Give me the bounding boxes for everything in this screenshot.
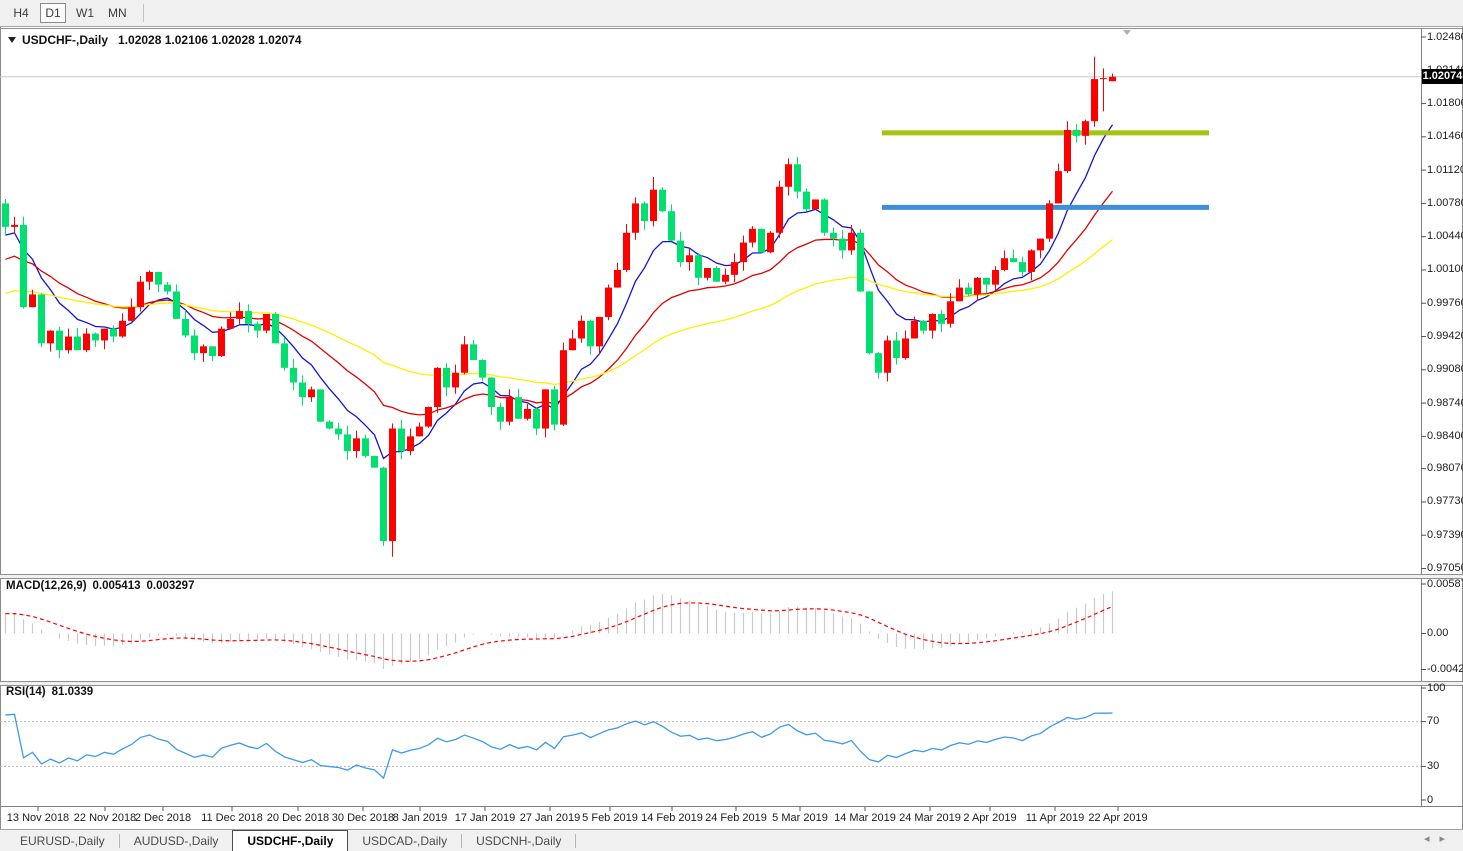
symbol-label: USDCHF-,Daily (22, 33, 109, 47)
time-axis-label: 24 Mar 2019 (899, 812, 961, 824)
time-axis-label: 20 Dec 2018 (266, 812, 330, 824)
price-axis-label: 1.02480 (1427, 30, 1463, 43)
macd-panel-label: MACD(12,26,9) 0.005413 0.003297 (6, 580, 200, 592)
macd-signal-line (5, 602, 1113, 662)
tab-usdcnh[interactable]: USDCNH-,Daily (476, 833, 562, 848)
tab-scroll-left-icon[interactable]: ◂ (1423, 833, 1440, 845)
macd-axis-label: 0.00 (1427, 627, 1449, 639)
price-axis-label: 1.01460 (1427, 130, 1463, 143)
tab-divider (575, 833, 577, 848)
rsi-axis-label: 0 (1427, 793, 1434, 806)
moving-average-slow (5, 239, 1113, 386)
tab-scroll-right-icon[interactable]: ▸ (1439, 833, 1455, 845)
moving-average-mid (5, 190, 1114, 416)
time-axis-label: 22 Nov 2018 (73, 812, 137, 824)
price-axis-label: 1.01120 (1427, 163, 1463, 176)
time-axis-label: 30 Dec 2018 (331, 812, 395, 824)
rsi-axis-label: 30 (1427, 759, 1440, 772)
price-axis-label: 0.97390 (1427, 528, 1463, 541)
price-axis-label: 1.00100 (1427, 263, 1463, 276)
macd-axis-label: -0.004238 (1427, 663, 1463, 675)
time-axis-label: 13 Nov 2018 (6, 812, 70, 824)
chart-collapse-arrow-icon[interactable] (8, 37, 16, 43)
macd-panel-splitter[interactable] (0, 574, 1463, 579)
price-axis-label: 0.97050 (1427, 562, 1463, 574)
time-axis-label: 22 Apr 2019 (1088, 812, 1148, 824)
moving-average-fast (5, 124, 1114, 460)
time-axis-label: 2 Apr 2019 (963, 812, 1017, 824)
chart-top-border (0, 28, 1463, 29)
period-button-d1[interactable]: D1 (40, 3, 66, 23)
chart-title: USDCHF-,Daily 1.02028 1.02106 1.02028 1.0… (22, 33, 302, 47)
period-button-mn[interactable]: MN (108, 6, 127, 20)
time-axis-label: 14 Feb 2019 (641, 812, 703, 824)
price-axis-label: 1.01800 (1427, 97, 1463, 110)
current-price-tag: 1.02074 (1422, 69, 1463, 85)
rsi-panel-splitter[interactable] (0, 681, 1463, 686)
rsi-value: 81.0339 (51, 686, 94, 698)
macd-panel[interactable] (4, 591, 1114, 669)
time-axis-label: 8 Jan 2019 (392, 812, 448, 824)
tab-divider (461, 833, 463, 848)
price-axis-label: 0.98740 (1427, 396, 1463, 409)
macd-axis-label: 0.005873 (1427, 577, 1463, 590)
time-axis-label: 14 Mar 2019 (834, 812, 896, 824)
tabbar-separator (0, 829, 1463, 830)
tab-eurusd[interactable]: EURUSD-,Daily (20, 833, 105, 848)
symbol-tabbar: EURUSD-,Daily AUDUSD-,Daily USDCHF-,Dail… (0, 830, 1463, 851)
candlestick-series (2, 56, 1116, 557)
macd-signal-value: 0.003297 (146, 580, 195, 592)
price-axis-label: 0.98070 (1427, 462, 1463, 475)
price-axis-label: 0.99760 (1427, 296, 1463, 309)
macd-main-value: 0.005413 (92, 580, 141, 592)
time-axis-label: 11 Dec 2018 (201, 812, 263, 824)
toolbar-separator (142, 4, 144, 22)
tab-divider (118, 833, 120, 848)
tab-audusd[interactable]: AUDUSD-,Daily (133, 833, 219, 848)
price-axis-label: 0.99420 (1427, 330, 1463, 343)
price-axis-label: 0.98400 (1427, 429, 1463, 442)
time-axis-label: 17 Jan 2019 (454, 812, 516, 824)
tab-usdcad[interactable]: USDCAD-,Daily (362, 833, 448, 848)
ohlc-values: 1.02028 1.02106 1.02028 1.02074 (118, 33, 302, 47)
time-axis-label: 5 Feb 2019 (582, 812, 638, 824)
period-button-h4[interactable]: H4 (13, 6, 29, 20)
price-axis-label: 1.00780 (1427, 196, 1463, 209)
time-axis-label: 27 Jan 2019 (519, 812, 581, 824)
rsi-line (5, 712, 1113, 780)
rsi-panel[interactable] (0, 712, 1421, 780)
time-axis-label: 5 Mar 2019 (772, 812, 828, 824)
time-axis-label: 24 Feb 2019 (705, 812, 767, 824)
period-toolbar: H4 D1 W1 MN (0, 0, 1463, 27)
macd-name: MACD(12,26,9) (6, 580, 87, 592)
price-axis-label: 0.97730 (1427, 495, 1463, 508)
rsi-axis-label: 70 (1427, 715, 1440, 728)
axes (37, 28, 1426, 811)
main-chart-panel[interactable] (0, 76, 1421, 460)
period-button-w1[interactable]: W1 (76, 6, 94, 20)
time-axis-label: 2 Dec 2018 (134, 812, 192, 824)
rsi-panel-label: RSI(14) 81.0339 (6, 686, 99, 698)
tab-scroll-arrows: ◂▸ (1424, 832, 1455, 845)
rsi-name: RSI(14) (6, 686, 46, 698)
time-axis-label: 11 Apr 2019 (1025, 812, 1085, 824)
price-axis-label: 0.99080 (1427, 363, 1463, 376)
time-axis-separator (0, 806, 1463, 807)
chart-shift-marker-icon[interactable] (1123, 30, 1131, 35)
rsi-axis-label: 100 (1427, 681, 1446, 694)
tab-usdchf[interactable]: USDCHF-,Daily (232, 830, 349, 851)
price-axis-label: 1.00440 (1427, 230, 1463, 243)
